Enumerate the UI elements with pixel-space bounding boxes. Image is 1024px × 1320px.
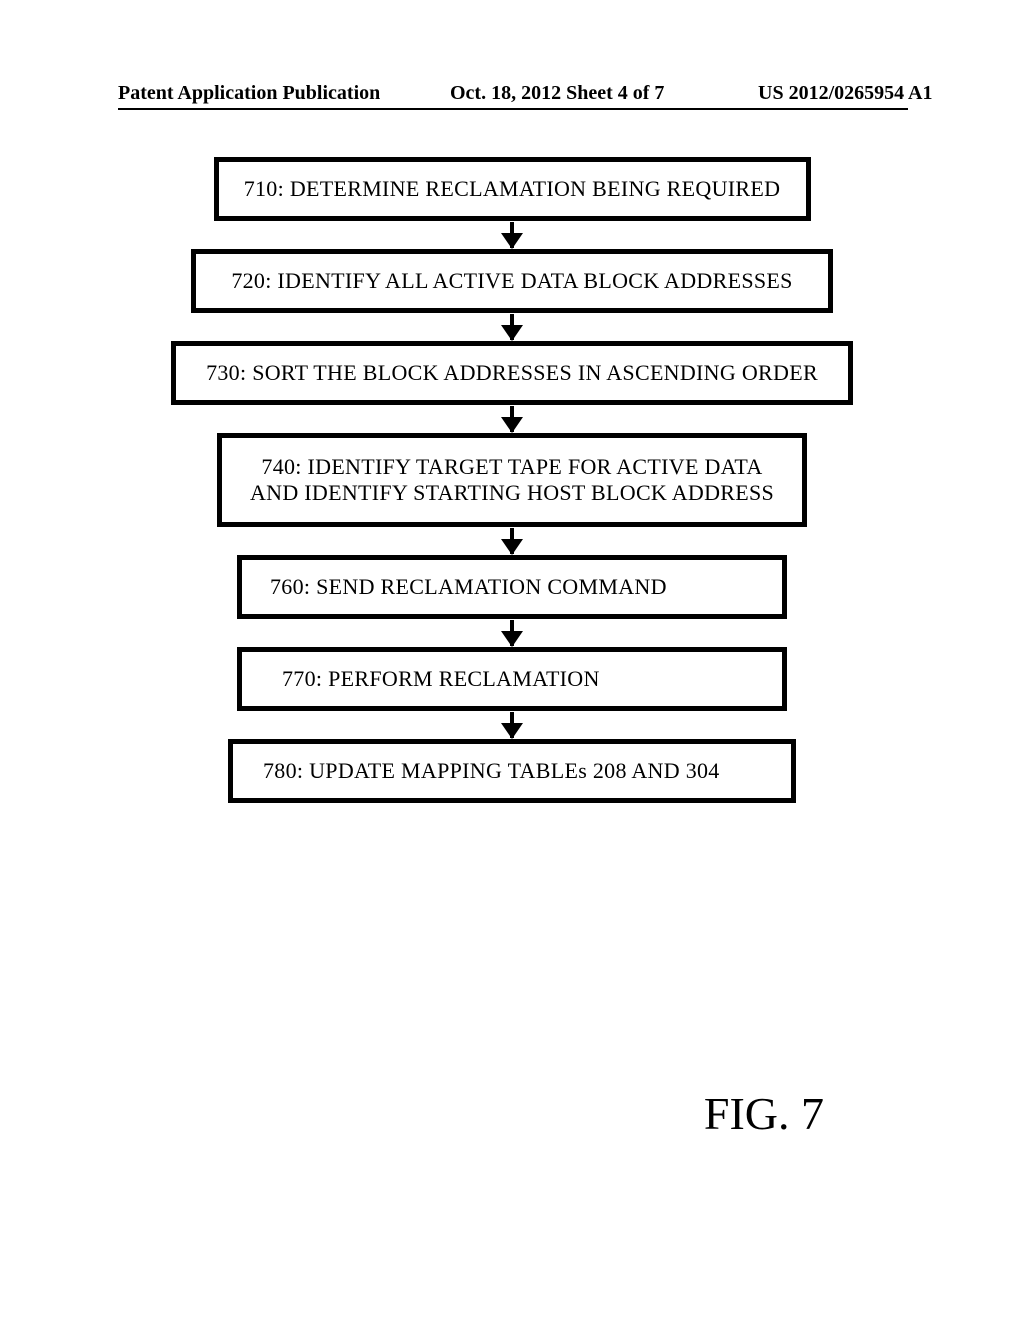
header-rule: [118, 108, 908, 110]
step-740: 740: IDENTIFY TARGET TAPE FOR ACTIVE DAT…: [218, 434, 806, 526]
header-left: Patent Application Publication: [118, 82, 380, 105]
header-mid: Oct. 18, 2012 Sheet 4 of 7: [450, 82, 664, 105]
step-710: 710: DETERMINE RECLAMATION BEING REQUIRE…: [215, 158, 810, 220]
header-right: US 2012/0265954 A1: [758, 82, 932, 105]
step-770: 770: PERFORM RECLAMATION: [238, 648, 786, 710]
step-730: 730: SORT THE BLOCK ADDRESSES IN ASCENDI…: [172, 342, 852, 404]
arrow-icon: [510, 406, 514, 432]
figure-label: FIG. 7: [704, 1087, 824, 1140]
step-720: 720: IDENTIFY ALL ACTIVE DATA BLOCK ADDR…: [192, 250, 832, 312]
step-780: 780: UPDATE MAPPING TABLEs 208 AND 304: [229, 740, 795, 802]
arrow-icon: [510, 222, 514, 248]
arrow-icon: [510, 528, 514, 554]
step-760: 760: SEND RECLAMATION COMMAND: [238, 556, 786, 618]
arrow-icon: [510, 620, 514, 646]
arrow-icon: [510, 712, 514, 738]
arrow-icon: [510, 314, 514, 340]
flowchart: 710: DETERMINE RECLAMATION BEING REQUIRE…: [162, 158, 862, 802]
page: Patent Application Publication Oct. 18, …: [0, 0, 1024, 1320]
